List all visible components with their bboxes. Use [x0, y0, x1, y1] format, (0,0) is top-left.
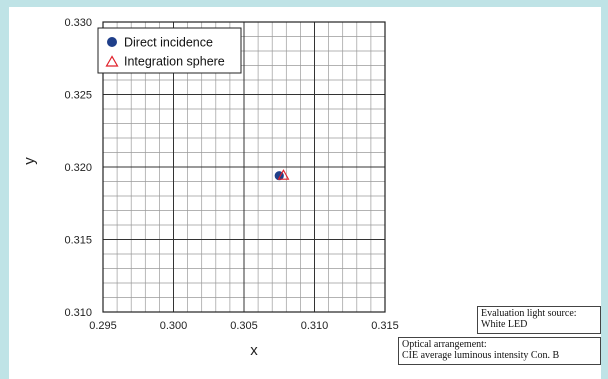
- y-tick-label: 0.315: [64, 235, 92, 247]
- legend-label-integration: Integration sphere: [124, 55, 225, 69]
- x-tick-label: 0.295: [89, 320, 117, 332]
- x-tick-label: 0.300: [160, 320, 188, 332]
- x-tick-label: 0.305: [230, 320, 258, 332]
- point-integration-sphere: [277, 169, 290, 180]
- legend-box: [97, 27, 242, 74]
- optical-label: Optical arrangement:: [402, 339, 487, 350]
- x-tick-label: 0.315: [371, 320, 399, 332]
- x-tick-label: 0.310: [301, 320, 329, 332]
- legend: Direct incidence Integration sphere: [97, 27, 242, 74]
- legend-circle-marker: [107, 37, 117, 47]
- optical-value: CIE average luminous intensity Con. B: [402, 349, 560, 361]
- evaluation-label: Evaluation light source:: [481, 308, 577, 319]
- evaluation-light-source-box: Evaluation light source: White LED: [477, 306, 601, 334]
- data-points: [274, 169, 290, 181]
- y-tick-label: 0.325: [64, 90, 92, 102]
- plot-border: [102, 21, 386, 313]
- legend-triangle-marker: [105, 55, 119, 67]
- legend-label-direct: Direct incidence: [124, 36, 213, 50]
- y-tick-label: 0.330: [64, 17, 92, 29]
- major-grid: [103, 22, 385, 312]
- y-axis-label: y: [21, 157, 38, 165]
- y-tick-label: 0.320: [64, 162, 92, 174]
- x-axis-label: x: [250, 342, 258, 359]
- y-tick-label: 0.310: [64, 307, 92, 319]
- evaluation-value: White LED: [481, 318, 528, 330]
- optical-arrangement-box: Optical arrangement: CIE average luminou…: [398, 337, 601, 365]
- x-tick-labels: 0.295 0.300 0.305 0.310 0.315: [89, 320, 399, 332]
- y-tick-labels: 0.310 0.315 0.320 0.325 0.330: [64, 17, 92, 319]
